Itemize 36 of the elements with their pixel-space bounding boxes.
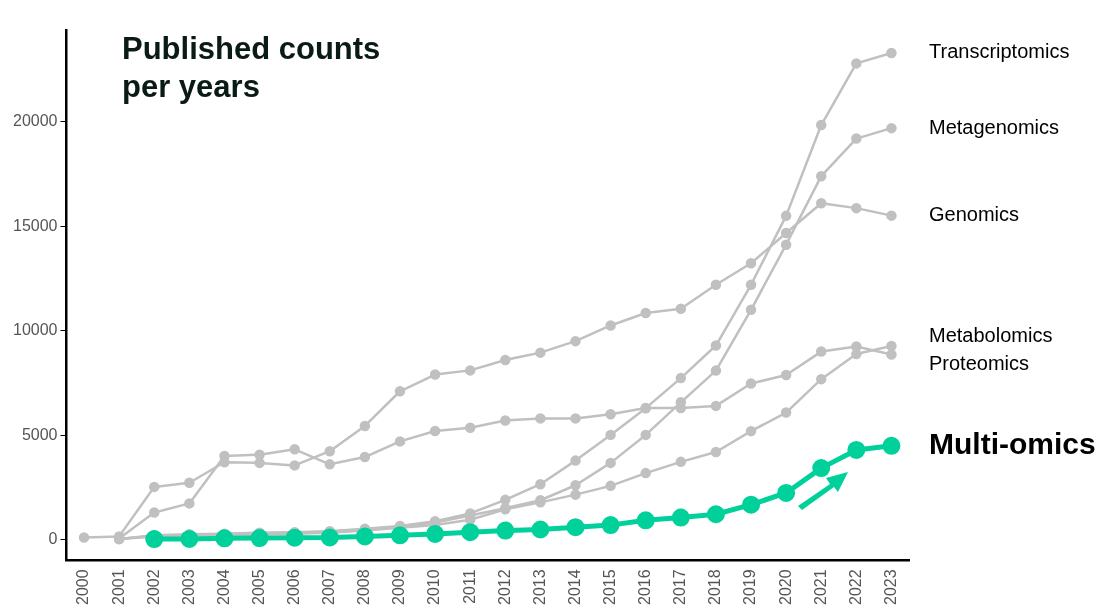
x-tick-label: 2011 bbox=[460, 569, 478, 604]
x-tick-label: 2012 bbox=[495, 569, 513, 605]
x-tick-label: 2013 bbox=[530, 569, 548, 605]
series-label: Multi-omics bbox=[929, 427, 1096, 461]
x-tick-label: 2015 bbox=[601, 569, 619, 605]
series-label: Metagenomics bbox=[929, 115, 1060, 138]
series-label: Genomics bbox=[929, 203, 1020, 226]
x-tick-label: 2020 bbox=[776, 569, 794, 605]
x-tick-label: 2006 bbox=[285, 569, 303, 605]
x-tick-label: 2017 bbox=[671, 569, 689, 605]
x-tick-label: 2008 bbox=[355, 569, 373, 605]
x-tick-label: 2010 bbox=[425, 569, 443, 605]
x-tick-label: 2022 bbox=[846, 569, 864, 605]
x-tick-label: 2018 bbox=[706, 569, 724, 605]
x-tick-label: 2021 bbox=[811, 569, 829, 605]
x-tick-label: 2009 bbox=[390, 569, 408, 605]
x-tick-label: 2001 bbox=[109, 569, 127, 605]
x-tick-label: 2019 bbox=[741, 569, 759, 605]
x-tick-label: 2007 bbox=[320, 569, 338, 605]
y-tick-label: 20000 bbox=[12, 112, 58, 130]
x-tick-label: 2004 bbox=[214, 569, 232, 605]
y-tick-label: 5000 bbox=[21, 425, 58, 443]
x-tick-label: 2003 bbox=[179, 569, 197, 605]
series-label: Transcriptomics bbox=[929, 40, 1070, 63]
x-tick-label: 2005 bbox=[249, 569, 267, 605]
series-label: Proteomics bbox=[929, 351, 1030, 374]
x-tick-label: 2000 bbox=[74, 569, 92, 605]
y-tick-label: 0 bbox=[48, 529, 58, 547]
series-label: Metabolomics bbox=[929, 323, 1053, 346]
x-tick-label: 2016 bbox=[636, 569, 654, 605]
y-tick-label: 10000 bbox=[12, 321, 58, 339]
x-tick-label: 2014 bbox=[565, 569, 583, 605]
y-tick-label: 15000 bbox=[12, 216, 58, 234]
text: Published counts per years bbox=[122, 30, 382, 106]
x-tick-label: 2002 bbox=[144, 569, 162, 605]
x-tick-label: 2023 bbox=[881, 569, 899, 605]
